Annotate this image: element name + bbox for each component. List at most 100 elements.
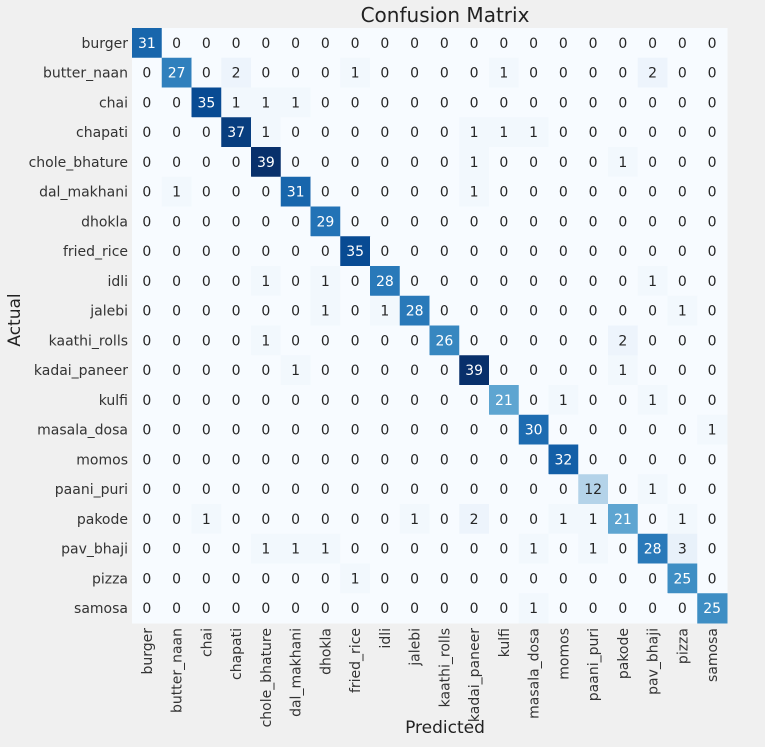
cell-value-label: 0: [232, 363, 241, 379]
heatmap-cell: [280, 147, 311, 178]
cell-value-label: 0: [261, 393, 270, 409]
heatmap-cell: [399, 28, 430, 59]
cell-value-label: 0: [440, 125, 449, 141]
cell-value-label: 0: [202, 244, 211, 260]
cell-value-label: 0: [172, 155, 181, 171]
cell-value-label: 0: [232, 393, 241, 409]
cell-value-label: 0: [410, 36, 419, 52]
heatmap-cell: [251, 206, 282, 237]
x-tick-label: masala_dosa: [527, 628, 543, 719]
cell-value-label: 1: [351, 571, 360, 587]
cell-value-label: 0: [678, 482, 687, 498]
heatmap-cell: [548, 57, 579, 88]
cell-value-label: 1: [559, 512, 568, 528]
cell-value-label: 0: [529, 66, 538, 82]
heatmap-cell: [191, 295, 222, 326]
cell-value-label: 0: [678, 601, 687, 617]
heatmap-cell: [608, 325, 639, 356]
heatmap-cell: [132, 176, 163, 207]
heatmap-cell: [697, 176, 728, 207]
cell-value-label: 0: [618, 125, 627, 141]
heatmap-cell: [489, 236, 520, 267]
cell-value-label: 0: [529, 36, 538, 52]
heatmap-cell: [132, 87, 163, 118]
cell-value-label: 0: [529, 333, 538, 349]
heatmap-cell: [310, 176, 341, 207]
heatmap-cell: [429, 414, 460, 445]
cell-value-label: 0: [708, 333, 717, 349]
cell-value-label: 0: [529, 304, 538, 320]
cell-value-label: 0: [380, 95, 389, 111]
heatmap-cell: [459, 57, 490, 88]
cell-value-label: 0: [708, 482, 717, 498]
heatmap-cell: [608, 87, 639, 118]
cell-value-label: 0: [648, 571, 657, 587]
x-tick-label: chai: [199, 628, 215, 657]
cell-value-label: 0: [470, 601, 479, 617]
cell-value-label: 0: [440, 304, 449, 320]
cell-value-label: 0: [440, 452, 449, 468]
heatmap-cell: [340, 87, 371, 118]
heatmap-cell: [280, 504, 311, 535]
cell-value-label: 0: [202, 601, 211, 617]
cell-value-label: 1: [291, 95, 300, 111]
x-tick-label: pizza: [675, 628, 691, 664]
cell-value-label: 0: [708, 304, 717, 320]
cell-value-label: 0: [291, 155, 300, 171]
heatmap-cell: [340, 206, 371, 237]
heatmap-cell: [370, 474, 401, 505]
heatmap-cell: [310, 57, 341, 88]
cell-value-label: 0: [351, 185, 360, 201]
heatmap-cell: [191, 57, 222, 88]
heatmap-cell: [161, 117, 192, 148]
heatmap-cell: [132, 28, 163, 59]
heatmap-cell: [399, 87, 430, 118]
cell-value-label: 0: [380, 155, 389, 171]
cell-value-label: 0: [351, 333, 360, 349]
heatmap-cell: [161, 87, 192, 118]
heatmap-cell: [667, 414, 698, 445]
cell-value-label: 1: [202, 512, 211, 528]
heatmap-cell: [132, 355, 163, 386]
heatmap-cell: [132, 325, 163, 356]
heatmap-cell: [518, 206, 549, 237]
heatmap-cell: [459, 504, 490, 535]
heatmap-cell: [280, 325, 311, 356]
cell-value-label: 0: [351, 155, 360, 171]
heatmap-cell: [429, 385, 460, 416]
heatmap-cell: [608, 504, 639, 535]
heatmap-cell: [161, 176, 192, 207]
heatmap-cell: [399, 355, 430, 386]
cell-value-label: 0: [470, 36, 479, 52]
cell-value-label: 0: [559, 244, 568, 260]
heatmap-cell: [191, 533, 222, 564]
cell-value-label: 0: [589, 185, 598, 201]
heatmap-cell: [548, 325, 579, 356]
heatmap-cell: [132, 414, 163, 445]
cell-value-label: 0: [291, 393, 300, 409]
cell-value-label: 0: [172, 363, 181, 379]
cell-value-label: 0: [708, 185, 717, 201]
heatmap-cell: [608, 444, 639, 475]
heatmap-cell: [637, 414, 668, 445]
cell-value-label: 0: [440, 423, 449, 439]
heatmap-cell: [132, 147, 163, 178]
heatmap-cell: [340, 444, 371, 475]
cell-value-label: 28: [406, 304, 424, 320]
cell-value-label: 21: [614, 512, 632, 528]
heatmap-cell: [399, 176, 430, 207]
heatmap-cell: [429, 266, 460, 297]
heatmap-cell: [697, 206, 728, 237]
heatmap-cell: [518, 57, 549, 88]
heatmap-cell: [518, 563, 549, 594]
cell-value-label: 0: [142, 542, 151, 558]
cell-value-label: 0: [202, 542, 211, 558]
cell-value-label: 0: [380, 601, 389, 617]
cell-value-label: 0: [172, 244, 181, 260]
cell-value-label: 0: [172, 452, 181, 468]
cell-value-label: 0: [202, 393, 211, 409]
cell-value-label: 1: [261, 274, 270, 290]
cell-value-label: 0: [529, 363, 538, 379]
heatmap-cell: [370, 87, 401, 118]
cell-value-label: 1: [589, 542, 598, 558]
